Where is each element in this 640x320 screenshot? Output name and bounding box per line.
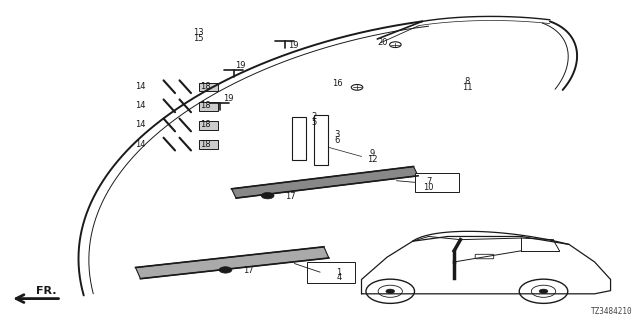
Text: 15: 15 (193, 35, 204, 44)
Text: 18: 18 (200, 101, 211, 110)
Polygon shape (136, 247, 329, 279)
Circle shape (261, 193, 274, 199)
Text: FR.: FR. (36, 286, 57, 296)
Text: 4: 4 (337, 273, 342, 282)
Text: 12: 12 (367, 155, 378, 164)
FancyBboxPatch shape (198, 140, 218, 149)
Text: TZ3484210: TZ3484210 (591, 307, 633, 316)
Text: 3: 3 (335, 130, 340, 139)
Text: 14: 14 (134, 120, 145, 130)
Circle shape (219, 267, 232, 273)
FancyBboxPatch shape (307, 262, 355, 283)
Text: 16: 16 (333, 79, 343, 88)
Text: 9: 9 (370, 149, 375, 158)
FancyBboxPatch shape (292, 117, 306, 160)
Circle shape (386, 289, 395, 293)
Text: 14: 14 (134, 82, 145, 91)
Text: 17: 17 (243, 266, 254, 276)
Text: 18: 18 (200, 140, 211, 148)
Text: 17: 17 (285, 192, 296, 202)
Text: 2: 2 (311, 113, 316, 122)
FancyBboxPatch shape (415, 173, 460, 192)
Text: 19: 19 (223, 94, 234, 103)
FancyBboxPatch shape (198, 83, 218, 92)
Text: 11: 11 (461, 83, 472, 92)
Text: 5: 5 (311, 118, 316, 127)
FancyBboxPatch shape (198, 121, 218, 130)
FancyBboxPatch shape (475, 254, 493, 259)
Text: 7: 7 (426, 177, 431, 186)
Text: 18: 18 (200, 120, 211, 130)
Text: 14: 14 (134, 101, 145, 110)
Text: 18: 18 (200, 82, 211, 91)
Text: 10: 10 (423, 183, 434, 192)
Text: 8: 8 (464, 77, 470, 86)
Text: 6: 6 (335, 136, 340, 145)
Text: 20: 20 (378, 38, 388, 47)
Circle shape (539, 289, 548, 293)
FancyBboxPatch shape (314, 116, 328, 165)
Polygon shape (232, 166, 418, 198)
Text: 13: 13 (193, 28, 204, 37)
FancyBboxPatch shape (198, 102, 218, 111)
Text: 14: 14 (134, 140, 145, 148)
Text: 1: 1 (337, 268, 342, 277)
Text: 19: 19 (288, 41, 298, 50)
Text: 19: 19 (236, 61, 246, 70)
